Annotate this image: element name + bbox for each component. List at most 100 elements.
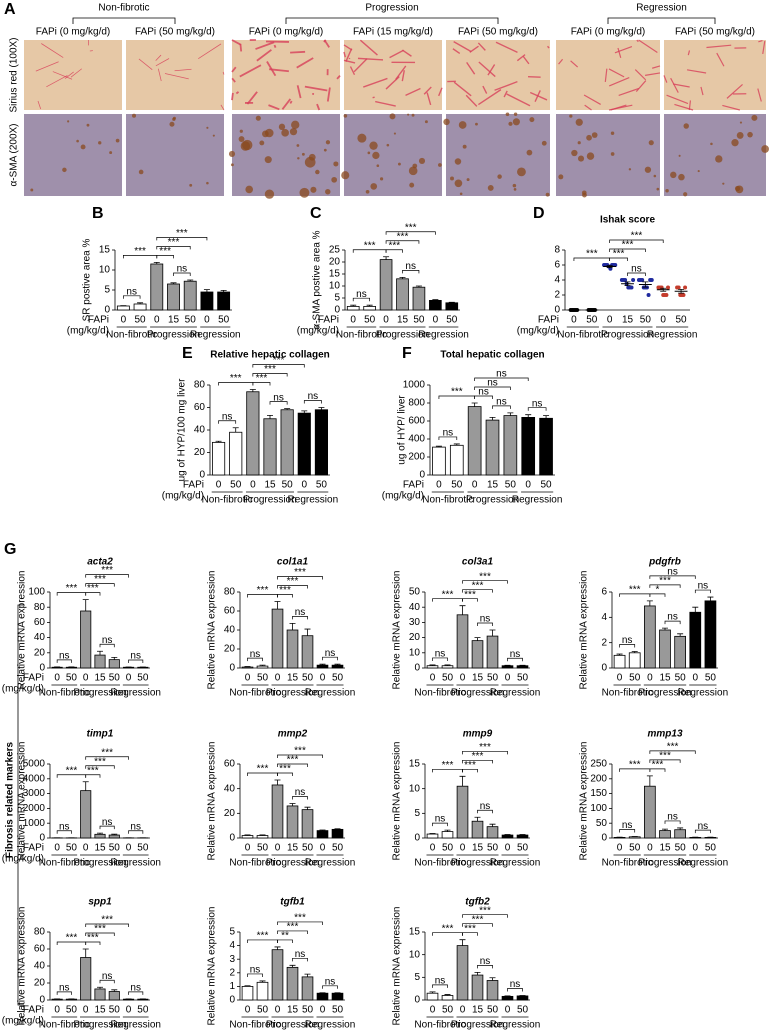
y-tick-label: 0 [229,995,235,1006]
y-tick-label: 100 [590,803,607,814]
bar [467,406,482,476]
y-tick-label: 0 [414,995,420,1006]
fiber [758,39,763,43]
significance-label: ns [496,369,507,380]
comparison-bracket [527,407,547,411]
group-label: Progression [466,495,519,506]
fiber [343,59,356,64]
error-bar [259,980,266,983]
bar [426,833,439,839]
fiber [35,61,59,72]
comparison-bracket [507,988,523,992]
fiber [343,51,346,58]
stain [529,117,535,123]
chart-title: mmp9 [463,729,493,740]
y-tick-label: 0 [414,663,420,674]
comparison-bracket [432,657,448,661]
significance-label: *** [464,923,476,934]
comparison-bracket [477,809,493,814]
significance-label: ns [59,983,70,994]
bar [412,286,426,311]
significance-label: *** [257,764,269,775]
bar [471,640,484,669]
group-label: Progression [266,1020,319,1030]
fiber [547,45,550,49]
bar [516,995,529,1001]
error-bar [444,664,451,666]
row-label: α-SMA (200X) [9,123,20,186]
significance-label: *** [294,913,306,924]
stain [379,177,384,181]
comparison-bracket [277,585,308,589]
y-tick-label: 60 [34,617,46,628]
x-axis-label: FAPi [403,480,424,491]
x-tick-label: 50 [257,843,269,854]
bar [501,834,514,839]
error-bar [646,600,653,606]
stain [683,192,688,197]
fiber [634,69,647,81]
error-bar [244,834,251,836]
x-tick-label: 50 [629,673,641,684]
x-axis-label: FAPi [23,673,44,684]
x-tick-label: 0 [126,673,132,684]
x-tick-label: 0 [275,673,281,684]
stain [245,185,253,194]
fiber [46,75,68,88]
bar [521,416,536,476]
group-label: Non-fibrotic [414,1020,465,1030]
error-bar [489,417,496,421]
significance-label: ns [435,814,446,825]
comparison-bracket [303,400,322,404]
panel-letter: D [533,205,545,222]
significance-label: ns [325,976,336,987]
significance-label: *** [257,585,269,596]
significance-label: ns [698,821,709,832]
significance-label: *** [464,589,476,600]
y-tick-label: 15 [99,245,111,256]
stain [255,115,261,121]
side-label: Fibrosis related markers [5,741,16,858]
fiber [617,47,622,58]
group-label: Regression [305,1020,356,1030]
group-label: Non-fibrotic [229,858,280,869]
bar [539,417,553,476]
bar [150,263,164,311]
comparison-bracket [322,656,338,661]
significance-label: *** [273,355,285,366]
stain [735,185,744,194]
bar [108,659,120,669]
x-tick-label: 50 [302,673,314,684]
stain [80,144,86,150]
stain [230,163,234,167]
comparison-bracket [649,593,666,597]
error-bar [82,781,89,791]
stain [408,166,418,176]
error-bar [304,628,311,636]
fiber [401,70,405,82]
chart-title: pdgfrb [648,557,681,568]
comparison-bracket [85,923,129,927]
comparison-bracket [619,644,636,648]
stain [418,157,426,165]
error-bar [525,414,532,418]
fiber [401,49,412,57]
stain [653,174,657,178]
y-tick-label: 80 [34,927,46,938]
y-axis-label: SR postive area % [82,238,93,321]
fiber [326,87,331,102]
fiber [584,104,592,111]
significance-label: ns [126,286,137,297]
group-label: Progression [376,330,429,341]
x-tick-label: 15 [659,673,671,684]
comparison-bracket [462,750,508,755]
panel-letter: F [402,345,412,362]
x-tick-label: 0 [430,1005,436,1016]
fiber [239,64,262,78]
error-bar [289,803,296,806]
x-tick-label: 50 [487,673,499,684]
significance-label: *** [94,574,106,585]
fiber [273,44,277,48]
y-tick-label: 30 [409,617,421,628]
comparison-bracket [247,973,263,977]
